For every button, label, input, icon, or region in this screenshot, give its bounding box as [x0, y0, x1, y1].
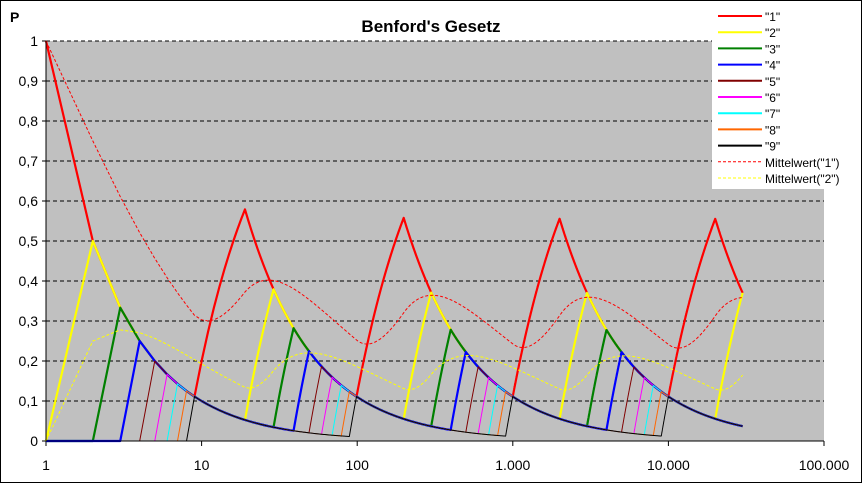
legend: "1" "2" "3" "4" "5" "6" "7" "8" "9" Mittelwert("1…	[712, 7, 848, 189]
legend-label: "4"	[765, 59, 780, 73]
legend-label: "8"	[765, 123, 780, 137]
y-tick-label: 1	[30, 33, 38, 49]
x-tick-label: 10	[194, 457, 210, 473]
legend-label: "9"	[765, 140, 780, 154]
legend-label: "1"	[765, 10, 780, 24]
legend-label: Mittelwert("2")	[765, 172, 840, 186]
x-tick-label: 1.000	[495, 457, 530, 473]
x-tick-label: 100.000	[799, 457, 850, 473]
grid-lines	[46, 40, 824, 402]
axis-ticks: 0 0,1 0,2 0,3 0,4 0,5 0,6 0,7 0,8 0,9 1 1 10 100 1.000…	[19, 33, 850, 473]
legend-label: "7"	[765, 107, 780, 121]
legend-label: "5"	[765, 75, 780, 89]
series-line-2	[44, 239, 744, 442]
series-lines	[44, 40, 744, 443]
series-line-9	[46, 396, 743, 442]
y-tick-label: 0,4	[19, 273, 39, 289]
y-tick-label: 0,3	[19, 313, 39, 329]
y-tick-label: 0,2	[19, 353, 39, 369]
y-tick-label: 0,1	[19, 393, 39, 409]
x-tick-label: 100	[346, 457, 370, 473]
y-axis-label: P	[10, 9, 19, 25]
series-line-10	[45, 40, 744, 349]
chart-title: Benford's Gesetz	[361, 17, 500, 36]
x-tick-label: 10.000	[647, 457, 690, 473]
legend-label: "6"	[765, 91, 780, 105]
y-tick-label: 0,6	[19, 193, 39, 209]
x-tick-label: 1	[42, 457, 50, 473]
y-tick-label: 0,5	[19, 233, 39, 249]
legend-label: "3"	[765, 42, 780, 56]
axes	[45, 41, 824, 442]
y-tick-label: 0,9	[19, 73, 39, 89]
legend-label: Mittelwert("1")	[765, 156, 840, 170]
y-tick-label: 0,8	[19, 113, 39, 129]
y-tick-label: 0,7	[19, 153, 39, 169]
legend-label: "2"	[765, 26, 780, 40]
series-line-11	[45, 329, 744, 442]
y-tick-label: 0	[30, 433, 38, 449]
